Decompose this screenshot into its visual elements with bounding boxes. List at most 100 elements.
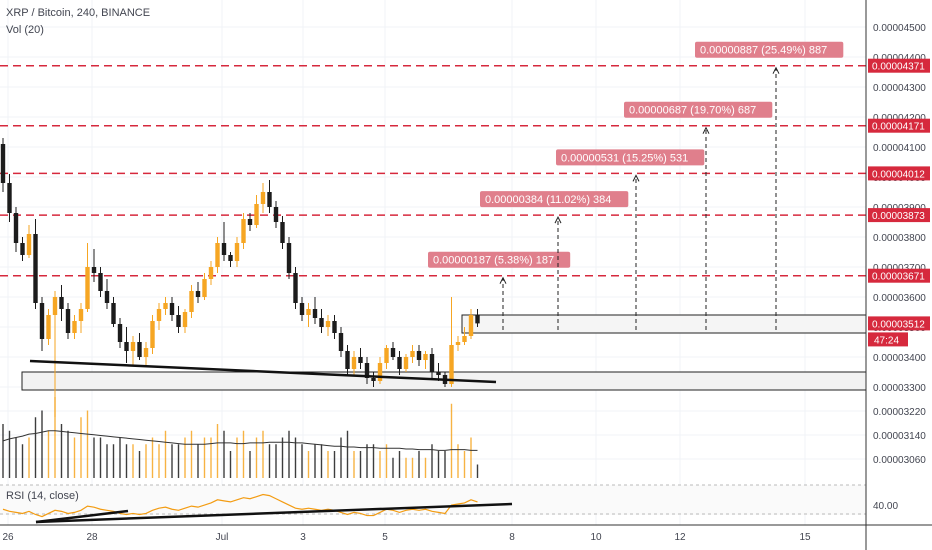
measure-arrowhead bbox=[702, 126, 710, 134]
level-price-tag bbox=[868, 268, 930, 283]
candle-body bbox=[111, 303, 116, 324]
candle-body bbox=[462, 336, 467, 342]
candle-body bbox=[208, 267, 214, 279]
candle-body bbox=[416, 351, 422, 360]
candle-body bbox=[293, 273, 298, 303]
candle-body bbox=[384, 348, 389, 363]
candle-body bbox=[189, 291, 194, 312]
level-price-label: 0.00003873 bbox=[872, 211, 925, 222]
candle-body bbox=[150, 321, 155, 348]
candle-body bbox=[13, 213, 19, 243]
candle-body bbox=[46, 315, 51, 339]
price-tick-label: 0.00003600 bbox=[873, 293, 926, 304]
candle-body bbox=[52, 297, 58, 315]
level-price-label: 0.00004012 bbox=[872, 169, 925, 180]
measure-label: 0.00000887 (25.49%) 887 bbox=[700, 45, 827, 57]
time-tick-label: 3 bbox=[300, 532, 306, 543]
volume-ma-line bbox=[2, 430, 478, 451]
candle-body bbox=[98, 273, 103, 291]
measure-arrowhead bbox=[772, 66, 780, 74]
candle-body bbox=[468, 315, 474, 336]
candle-body bbox=[202, 279, 207, 297]
candle-body bbox=[78, 309, 84, 321]
candle-body bbox=[345, 351, 350, 369]
candle-body bbox=[429, 354, 435, 372]
candle-body bbox=[455, 342, 461, 345]
candle-body bbox=[104, 291, 110, 303]
candle-body bbox=[319, 318, 324, 327]
level-price-tag bbox=[868, 166, 930, 181]
price-axis[interactable]: 0.00004500 0.00004400 0.00004300 0.00004200… bbox=[865, 0, 932, 550]
candle-body bbox=[280, 222, 285, 243]
candle-body bbox=[85, 267, 90, 309]
measure-arrowhead bbox=[554, 215, 562, 224]
current-price-label: 0.00003512 bbox=[872, 319, 925, 330]
price-tick-label: 0.00003140 bbox=[873, 431, 926, 442]
candle-body bbox=[124, 342, 129, 351]
rsi-legend[interactable]: RSI (14, close) bbox=[6, 490, 79, 502]
volume-pane bbox=[2, 397, 479, 478]
time-axis[interactable]: 26 28 Jul 3 5 8 10 12 15 bbox=[0, 524, 932, 543]
candle-body bbox=[332, 321, 337, 333]
level-price-tag bbox=[868, 58, 930, 73]
candle-body bbox=[117, 324, 123, 342]
measure-label: 0.00000384 (11.02%) 384 bbox=[485, 194, 611, 206]
price-tick-label: 0.00004500 bbox=[873, 23, 926, 34]
price-tick-label: 0.00003700 bbox=[873, 263, 926, 274]
measure-label-box bbox=[480, 191, 629, 208]
volume-legend[interactable]: Vol (20) bbox=[6, 24, 44, 36]
candle-body bbox=[234, 243, 240, 261]
candle-body bbox=[59, 297, 64, 309]
candle-body bbox=[299, 303, 305, 315]
candle-body bbox=[403, 357, 409, 369]
candle-body bbox=[163, 303, 168, 309]
candle-body bbox=[39, 303, 45, 339]
candle-body bbox=[377, 363, 383, 381]
support-trendline bbox=[29, 359, 497, 384]
time-tick-label: Jul bbox=[216, 532, 229, 543]
candle-body bbox=[156, 309, 162, 321]
candle-body bbox=[390, 348, 396, 357]
candle-body bbox=[358, 357, 363, 363]
candle-body bbox=[286, 243, 292, 273]
measure-label-box bbox=[428, 251, 571, 268]
level-price-label: 0.00004371 bbox=[872, 62, 925, 73]
candle-body bbox=[364, 363, 370, 378]
candle-body bbox=[33, 234, 38, 303]
current-price-tag bbox=[868, 316, 930, 331]
trendlines bbox=[29, 359, 497, 384]
symbol-legend[interactable]: XRP / Bitcoin, 240, BINANCE bbox=[6, 7, 151, 19]
level-price-tag bbox=[868, 118, 930, 133]
candle-body bbox=[247, 219, 253, 225]
level-price-label: 0.00004171 bbox=[872, 122, 925, 133]
measure-label: 0.00000531 (15.25%) 531 bbox=[561, 152, 688, 164]
measurement-arrows: 0.00000187 (5.38%) 187 0.00000384 (11.02%… bbox=[428, 41, 844, 330]
price-tick-label: 0.00003300 bbox=[873, 383, 926, 394]
price-tick-label: 0.00003060 bbox=[873, 455, 926, 466]
measure-label-box bbox=[695, 41, 844, 58]
candle-body bbox=[338, 333, 344, 351]
candle-body bbox=[176, 315, 181, 327]
level-price-tag bbox=[868, 208, 930, 223]
rsi-tick-label: 40.00 bbox=[873, 501, 898, 512]
time-tick-label: 8 bbox=[509, 532, 515, 543]
candle-body bbox=[475, 315, 480, 324]
candle-body bbox=[306, 309, 311, 315]
resistance-zone-box bbox=[461, 314, 867, 334]
time-tick-label: 12 bbox=[674, 532, 686, 543]
candle-body bbox=[143, 348, 149, 357]
measure-label-box bbox=[556, 149, 705, 166]
candle-body bbox=[241, 219, 246, 243]
candle-body bbox=[260, 192, 266, 204]
measure-label-box bbox=[624, 101, 773, 118]
countdown-tag bbox=[868, 332, 908, 347]
countdown-label: 47:24 bbox=[874, 335, 899, 346]
price-tick-label: 0.00004200 bbox=[873, 113, 926, 124]
candle-body bbox=[449, 345, 454, 384]
rsi-trendline bbox=[35, 502, 513, 524]
measure-label: 0.00000187 (5.38%) 187 bbox=[433, 255, 554, 267]
level-price-label: 0.00003671 bbox=[872, 272, 925, 283]
candle-body bbox=[273, 207, 279, 222]
candle-body bbox=[254, 204, 259, 225]
